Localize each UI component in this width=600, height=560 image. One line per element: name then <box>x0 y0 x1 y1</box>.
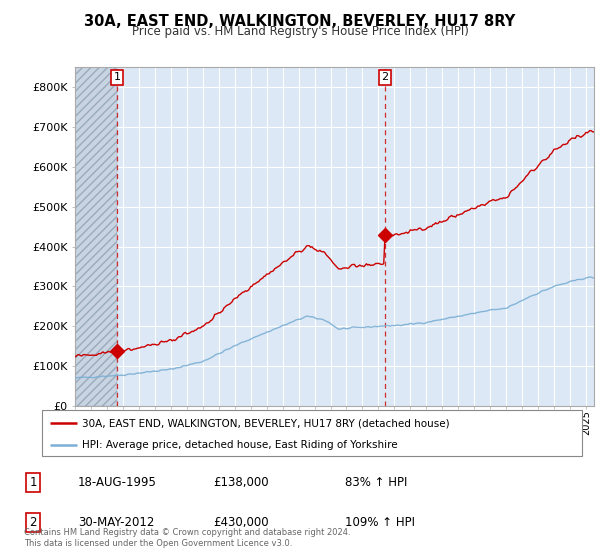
Text: HPI: Average price, detached house, East Riding of Yorkshire: HPI: Average price, detached house, East… <box>83 440 398 450</box>
Text: 30-MAY-2012: 30-MAY-2012 <box>78 516 154 529</box>
Text: 1: 1 <box>29 475 37 489</box>
Text: 18-AUG-1995: 18-AUG-1995 <box>78 475 157 489</box>
Text: 30A, EAST END, WALKINGTON, BEVERLEY, HU17 8RY: 30A, EAST END, WALKINGTON, BEVERLEY, HU1… <box>85 14 515 29</box>
Text: 1: 1 <box>113 72 121 82</box>
Text: 2: 2 <box>29 516 37 529</box>
Text: £138,000: £138,000 <box>213 475 269 489</box>
Text: £430,000: £430,000 <box>213 516 269 529</box>
Text: 83% ↑ HPI: 83% ↑ HPI <box>345 475 407 489</box>
Text: Contains HM Land Registry data © Crown copyright and database right 2024.
This d: Contains HM Land Registry data © Crown c… <box>24 528 350 548</box>
Text: 30A, EAST END, WALKINGTON, BEVERLEY, HU17 8RY (detached house): 30A, EAST END, WALKINGTON, BEVERLEY, HU1… <box>83 418 450 428</box>
Text: Price paid vs. HM Land Registry's House Price Index (HPI): Price paid vs. HM Land Registry's House … <box>131 25 469 38</box>
Text: 109% ↑ HPI: 109% ↑ HPI <box>345 516 415 529</box>
FancyBboxPatch shape <box>42 410 582 456</box>
Text: 2: 2 <box>382 72 389 82</box>
